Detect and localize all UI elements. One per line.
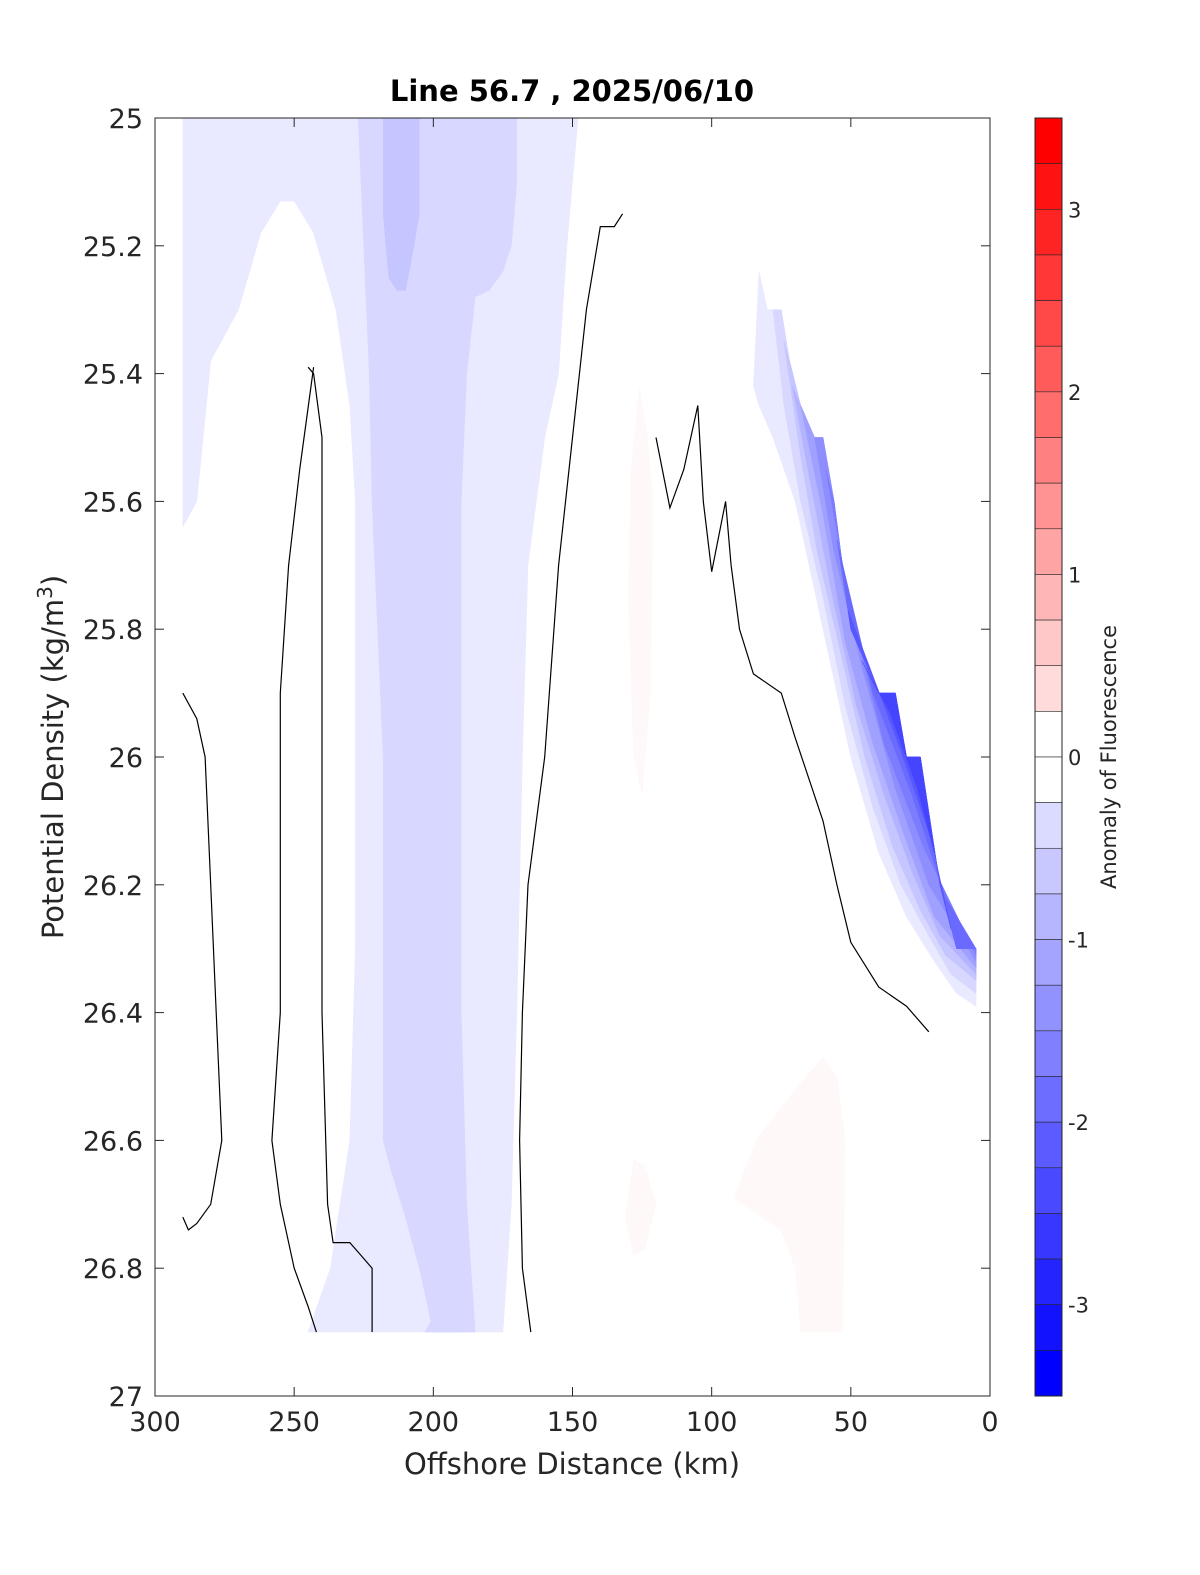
filled-contour-region-6 [733, 1056, 846, 1333]
colorbar-band [1034, 802, 1063, 849]
y-tick-label: 25 [109, 104, 143, 135]
colorbar-tick-label: -3 [1068, 1294, 1089, 1318]
y-tick-label: 25.2 [83, 232, 143, 263]
y-tick-label: 26.6 [83, 1126, 143, 1157]
colorbar-band [1034, 1304, 1063, 1351]
x-tick-label: 150 [547, 1407, 599, 1438]
colorbar-tick-label: -2 [1068, 1111, 1089, 1135]
zero-contour-lines [182, 213, 930, 1333]
y-tick-label: 25.4 [83, 360, 143, 391]
chart-title: Line 56.7 , 2025/06/10 [390, 74, 754, 108]
colorbar-frame [1034, 117, 1063, 1397]
x-tick-label: 250 [268, 1407, 320, 1438]
colorbar-band [1034, 1030, 1063, 1077]
colorbar-tick-label: -1 [1068, 929, 1089, 953]
colorbar-band [1034, 1258, 1063, 1306]
y-axis-title-main: Potential Density (kg/m [36, 599, 70, 939]
colorbar-band [1034, 619, 1063, 667]
colorbar-band [1034, 893, 1063, 940]
x-axis-title: Offshore Distance (km) [404, 1447, 740, 1481]
filled-contour-region-3 [424, 1306, 462, 1333]
colorbar-band [1034, 711, 1063, 758]
filled-contour-region-15 [847, 609, 952, 930]
x-tick-label: 200 [408, 1407, 460, 1438]
colorbar-band [1034, 1076, 1063, 1123]
colorbar-band [1034, 208, 1063, 256]
filled-contour-region-16 [861, 661, 935, 853]
zero-contour-line-3 [518, 213, 624, 1333]
y-axis-title-close: ) [36, 575, 70, 586]
colorbar-tick-label: 3 [1068, 198, 1081, 222]
zero-contour-line-4 [655, 405, 930, 1033]
colorbar-band [1034, 300, 1063, 347]
colorbar-band [1034, 391, 1063, 438]
x-tick-label: 50 [834, 1407, 868, 1438]
colorbar-title: Anomaly of Fluorescence [1097, 625, 1121, 889]
zero-contour-line-1 [307, 366, 373, 1333]
y-tick-label: 25.6 [83, 487, 143, 518]
zero-contour-line-0 [182, 692, 223, 1231]
y-axis-title: Potential Density (kg/m3) [33, 575, 70, 939]
colorbar-band [1034, 574, 1063, 621]
y-tick-label: 26.4 [83, 999, 143, 1030]
filled-contour-region-2 [382, 118, 420, 291]
y-tick-label: 26.2 [83, 871, 143, 902]
colorbar-band [1034, 345, 1063, 393]
x-tick-label: 0 [981, 1407, 998, 1438]
colorbar-band [1034, 756, 1063, 803]
colorbar-band [1034, 665, 1063, 712]
colorbar-tick-label: 0 [1068, 746, 1081, 770]
axis-ticks: 300 250 200 150 100 50 0 25 25.2 25.4 25.6 25.8 26 26… [83, 104, 999, 1438]
filled-contour-region-4 [627, 386, 654, 796]
colorbar-band [1034, 1350, 1063, 1397]
filled-contour-region-5 [625, 1159, 657, 1256]
colorbar-band [1034, 939, 1063, 986]
colorbar-tick-label: 1 [1068, 563, 1081, 587]
colorbar-band [1034, 437, 1063, 484]
zero-contour-line-2 [271, 367, 317, 1333]
colorbar: 3 2 1 0 -1 -2 -3 [1034, 117, 1089, 1397]
colorbar-band [1034, 528, 1063, 575]
colorbar-band [1034, 482, 1063, 530]
y-tick-label: 27 [109, 1382, 143, 1413]
filled-contour-region-0 [182, 118, 579, 1333]
colorbar-band [1034, 163, 1063, 210]
colorbar-band [1034, 1121, 1063, 1169]
y-tick-label: 26 [109, 743, 143, 774]
x-tick-label: 300 [129, 1407, 181, 1438]
colorbar-tick-label: 2 [1068, 381, 1081, 405]
y-tick-label: 26.8 [83, 1254, 143, 1285]
colorbar-band [1034, 1213, 1063, 1260]
colorbar-band [1034, 117, 1063, 164]
filled-contour-region-1 [357, 118, 518, 1333]
colorbar-band [1034, 254, 1063, 301]
y-axis-title-superscript: 3 [33, 586, 57, 599]
x-tick-label: 100 [686, 1407, 738, 1438]
colorbar-band [1034, 1167, 1063, 1214]
colorbar-band [1034, 984, 1063, 1032]
filled-contours [182, 118, 977, 1333]
colorbar-band [1034, 847, 1063, 895]
y-tick-label: 25.8 [83, 615, 143, 646]
